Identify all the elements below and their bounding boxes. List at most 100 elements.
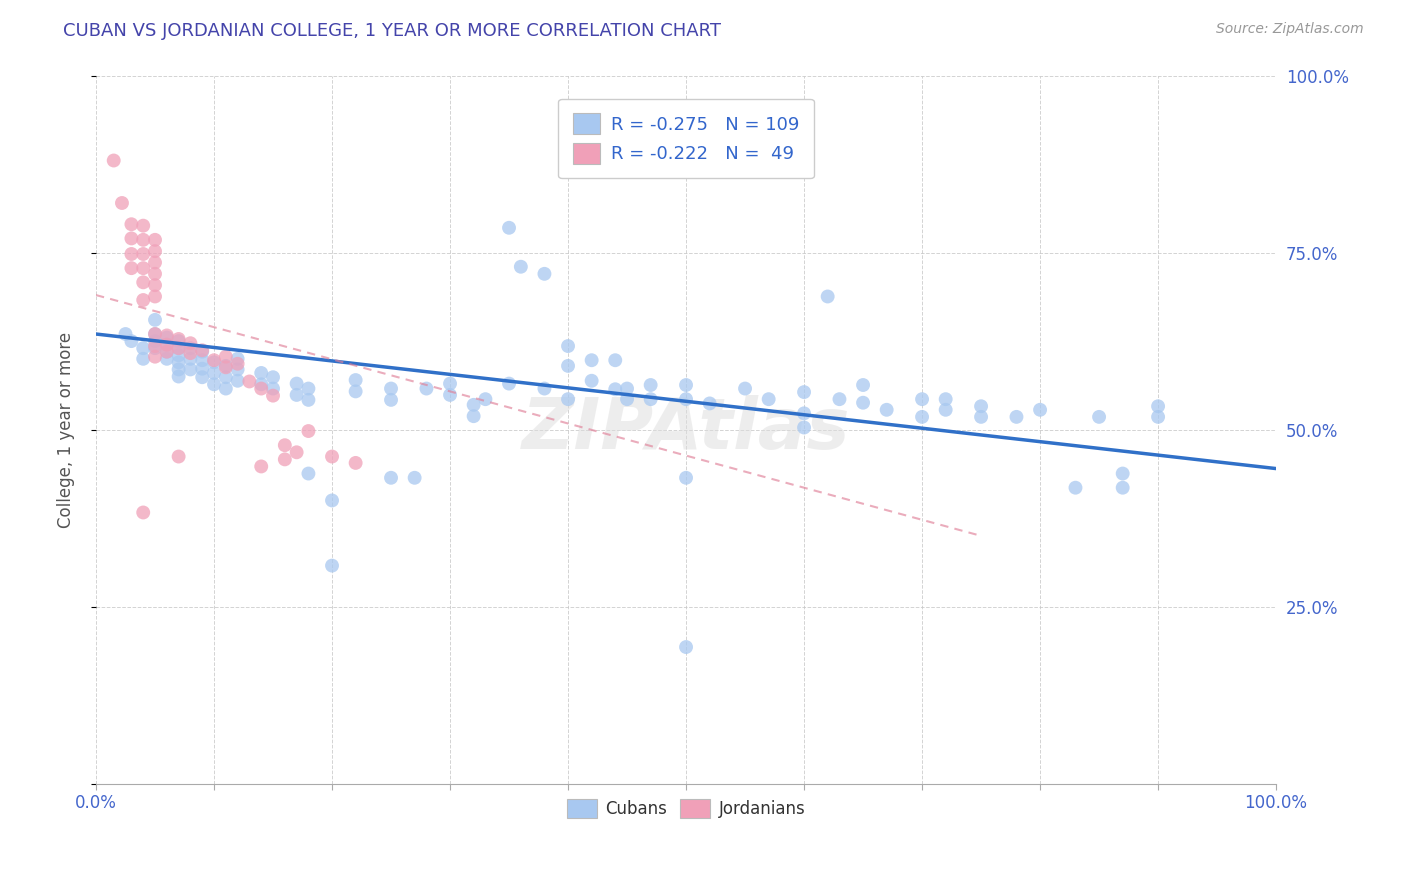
Point (250, 366, 273, 380)
Point (202, 355, 225, 369)
Point (876, 402, 898, 417)
Point (156, 337, 179, 351)
Point (758, 392, 780, 407)
Point (103, 153, 125, 168)
Point (533, 267, 555, 281)
Point (817, 289, 839, 303)
Point (114, 326, 136, 341)
Point (380, 382, 402, 396)
Point (167, 332, 190, 346)
Point (828, 392, 851, 407)
Point (675, 471, 697, 485)
Point (699, 396, 721, 410)
Point (143, 244, 166, 259)
Point (474, 392, 496, 407)
Point (215, 350, 238, 364)
Point (297, 382, 319, 396)
Point (156, 344, 179, 359)
Point (179, 341, 201, 355)
Point (557, 392, 579, 407)
Point (380, 471, 402, 485)
Point (640, 392, 662, 407)
Point (120, 247, 142, 261)
Point (557, 359, 579, 373)
Point (120, 217, 142, 231)
Point (132, 247, 155, 261)
Point (215, 359, 238, 373)
Point (191, 370, 214, 384)
Point (675, 640, 697, 654)
Point (132, 261, 155, 276)
Point (120, 261, 142, 276)
Point (380, 392, 402, 407)
Point (120, 231, 142, 245)
Point (191, 343, 214, 358)
Point (132, 351, 155, 366)
Point (191, 353, 214, 368)
Point (581, 353, 603, 368)
Point (262, 370, 284, 384)
Point (215, 360, 238, 375)
Point (167, 334, 190, 348)
Point (226, 362, 249, 376)
Point (793, 420, 815, 434)
Point (156, 328, 179, 343)
Point (498, 220, 520, 235)
Point (911, 392, 934, 407)
Point (321, 450, 343, 464)
Point (616, 382, 638, 396)
Point (120, 334, 142, 348)
Point (143, 326, 166, 341)
Point (297, 424, 319, 438)
Point (321, 493, 343, 508)
Point (202, 353, 225, 368)
Point (132, 276, 155, 290)
Point (167, 355, 190, 369)
Point (143, 339, 166, 353)
Point (297, 392, 319, 407)
Point (167, 341, 190, 355)
Text: Source: ZipAtlas.com: Source: ZipAtlas.com (1216, 22, 1364, 37)
Text: CUBAN VS JORDANIAN COLLEGE, 1 YEAR OR MORE CORRELATION CHART: CUBAN VS JORDANIAN COLLEGE, 1 YEAR OR MO… (63, 22, 721, 40)
Point (179, 362, 201, 376)
Point (143, 267, 166, 281)
Point (132, 233, 155, 247)
Point (1029, 402, 1052, 417)
Point (935, 402, 957, 417)
Point (226, 357, 249, 371)
Point (616, 392, 638, 407)
Point (557, 339, 579, 353)
Point (215, 370, 238, 384)
Point (439, 376, 461, 391)
Point (404, 471, 426, 485)
Point (285, 376, 308, 391)
Point (179, 351, 201, 366)
Point (202, 366, 225, 380)
Point (1111, 481, 1133, 495)
Point (605, 382, 627, 396)
Point (191, 344, 214, 359)
Point (463, 409, 485, 424)
Point (143, 326, 166, 341)
Point (935, 392, 957, 407)
Point (226, 374, 249, 388)
Point (285, 388, 308, 402)
Point (143, 278, 166, 293)
Point (675, 392, 697, 407)
Point (1088, 409, 1111, 424)
Point (463, 398, 485, 412)
Point (143, 341, 166, 355)
Point (274, 452, 297, 467)
Point (143, 289, 166, 303)
Point (250, 377, 273, 392)
Point (167, 348, 190, 362)
Point (498, 376, 520, 391)
Point (156, 337, 179, 351)
Point (156, 344, 179, 359)
Point (581, 374, 603, 388)
Text: ZIPAtlas: ZIPAtlas (522, 395, 851, 464)
Point (970, 399, 993, 413)
Point (250, 382, 273, 396)
Point (132, 341, 155, 355)
Point (143, 334, 166, 348)
